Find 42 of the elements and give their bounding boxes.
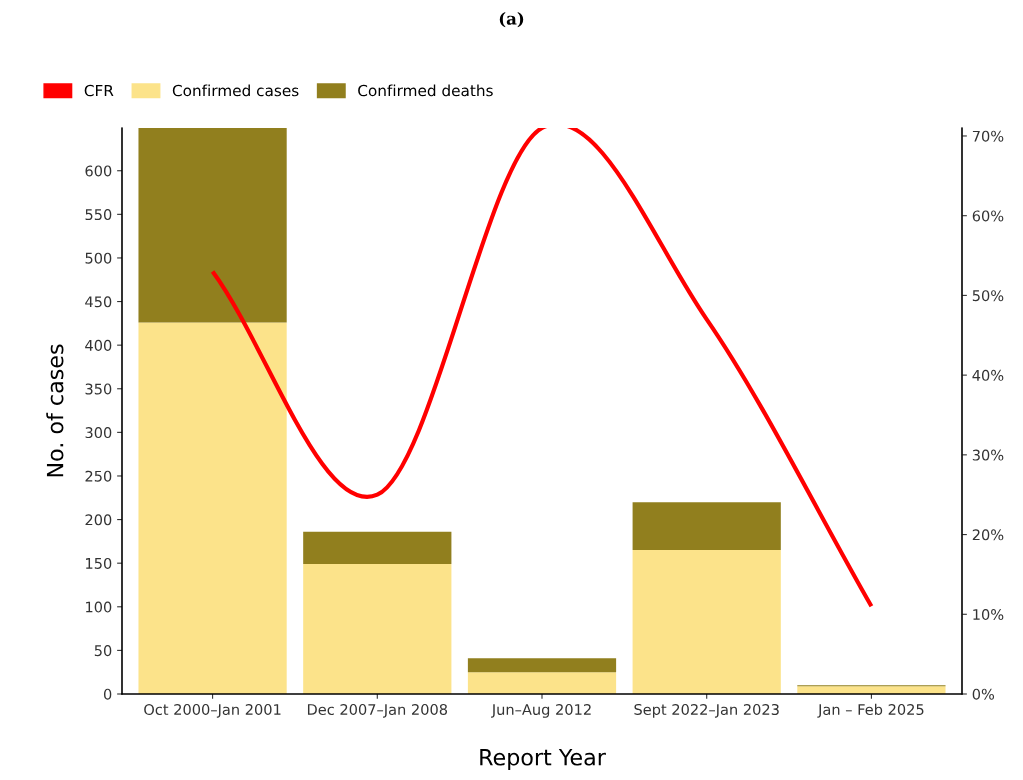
y2-tick-label: 20% bbox=[972, 529, 1004, 541]
bar bbox=[303, 531, 452, 565]
x-tick-label: Dec 2007–Jan 2008 bbox=[307, 703, 448, 718]
y2-tick-label: 60% bbox=[972, 210, 1004, 222]
bar bbox=[467, 672, 617, 694]
bar bbox=[797, 686, 946, 694]
y-tick-label: 250 bbox=[85, 470, 112, 482]
bar bbox=[303, 564, 452, 694]
legend-label: CFR bbox=[84, 84, 114, 97]
y2-tick-label: 70% bbox=[972, 130, 1004, 142]
y2-tick-label: 40% bbox=[972, 369, 1004, 381]
y-tick-label: 200 bbox=[85, 514, 112, 526]
y-tick-label: 350 bbox=[85, 383, 112, 395]
line-series bbox=[210, 128, 874, 609]
legend-label: Confirmed deaths bbox=[358, 84, 493, 97]
bar bbox=[138, 322, 287, 694]
legend-label: Confirmed cases bbox=[172, 84, 299, 97]
y-tick-label: 50 bbox=[94, 645, 112, 657]
y-axis-title: No. of cases bbox=[46, 344, 64, 477]
bar bbox=[632, 550, 781, 694]
y2-tick-label: 50% bbox=[972, 290, 1004, 302]
chart-title: (a) bbox=[499, 11, 524, 28]
y2-tick-label: 30% bbox=[972, 449, 1004, 461]
x-tick-label: Sept 2022–Jan 2023 bbox=[634, 703, 779, 718]
y2-tick-label: 0% bbox=[972, 688, 995, 700]
y-tick-label: 600 bbox=[85, 165, 112, 177]
y-tick-label: 100 bbox=[86, 601, 112, 613]
x-tick-label: Oct 2000–Jan 2001 bbox=[144, 703, 281, 718]
y-tick-label: 0 bbox=[103, 688, 112, 700]
y-tick-label: 150 bbox=[86, 557, 112, 569]
x-tick-label: Jun–Aug 2012 bbox=[491, 703, 591, 718]
y2-tick-label: 10% bbox=[973, 609, 1004, 621]
bar bbox=[467, 658, 617, 673]
y-tick-label: 300 bbox=[85, 427, 112, 439]
y-tick-label: 550 bbox=[85, 209, 112, 221]
y-tick-label: 450 bbox=[85, 296, 112, 308]
bar bbox=[138, 128, 287, 323]
y-tick-label: 400 bbox=[85, 339, 112, 351]
x-axis-title: Report Year bbox=[480, 749, 606, 770]
y-tick-label: 500 bbox=[85, 252, 112, 264]
bar bbox=[632, 502, 781, 551]
x-tick-label: Jan – Feb 2025 bbox=[817, 703, 924, 718]
